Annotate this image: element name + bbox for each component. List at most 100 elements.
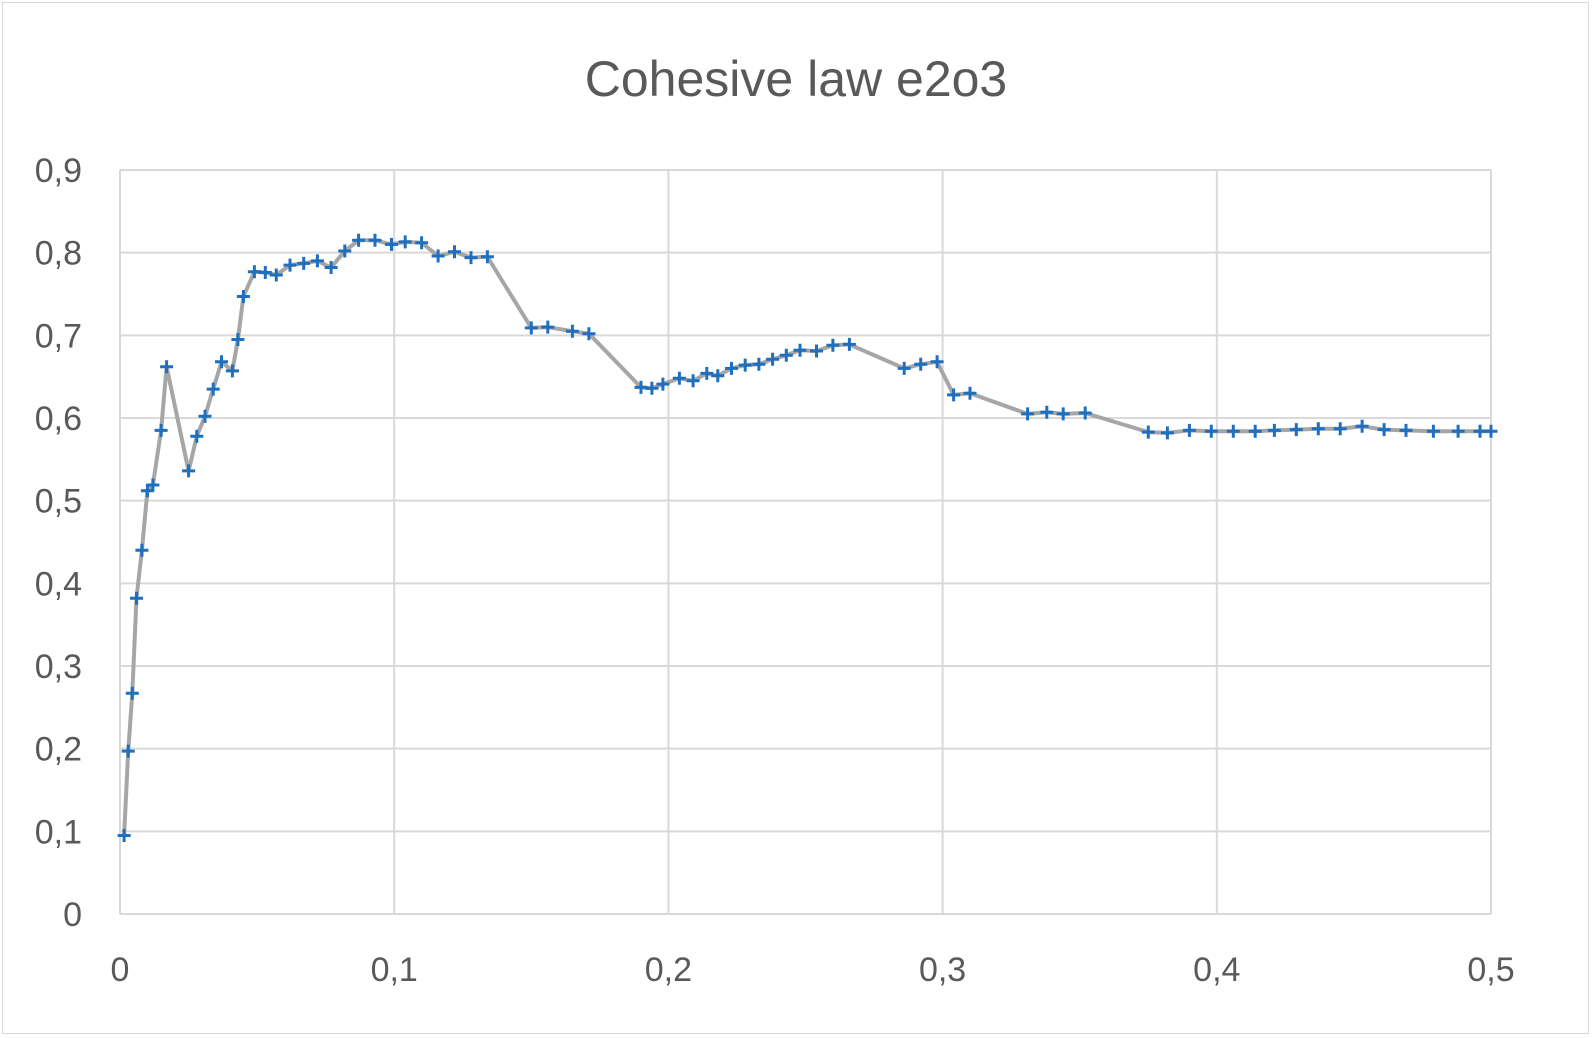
data-point-marker (1204, 424, 1218, 438)
data-point-marker (154, 423, 168, 437)
data-point-marker (524, 321, 538, 335)
x-tick-label: 0 (111, 951, 130, 989)
data-point-marker (182, 464, 196, 478)
data-point-marker (1182, 423, 1196, 437)
data-point-marker (1451, 424, 1465, 438)
data-point-marker (1040, 405, 1054, 419)
y-axis-tick-labels: 0 0,1 0,2 0,3 0,4 0,5 0,6 0,7 0,8 0,9 (35, 152, 82, 934)
data-point-marker (225, 364, 239, 378)
data-point-marker (656, 377, 670, 391)
data-point-marker (135, 543, 149, 557)
data-point-marker (206, 382, 220, 396)
data-point-marker (231, 333, 245, 346)
grid-lines (119, 169, 1492, 915)
data-point-marker (645, 381, 659, 395)
data-point-marker (215, 355, 228, 369)
data-point-marker (352, 233, 366, 247)
data-point-marker (947, 388, 961, 402)
data-point-marker (752, 357, 766, 371)
data-point-marker (711, 369, 725, 383)
data-point-marker (1056, 407, 1070, 421)
data-point-marker (130, 591, 143, 605)
data-point-marker (686, 374, 700, 388)
data-point-marker (1333, 422, 1347, 436)
data-point-marker (725, 361, 738, 375)
y-tick-label: 0 (63, 896, 82, 934)
data-point-marker (1267, 423, 1281, 437)
y-tick-label: 0,3 (35, 648, 82, 686)
data-point-marker (779, 348, 793, 362)
data-point-marker (368, 233, 382, 247)
data-point-marker (310, 254, 324, 268)
data-point-marker (634, 380, 648, 394)
data-point-marker (431, 249, 445, 263)
series-polyline (122, 238, 1493, 838)
data-point-marker (125, 686, 139, 700)
x-tick-label: 0,4 (1193, 951, 1240, 989)
data-point-marker (1355, 419, 1369, 433)
y-tick-label: 0,1 (35, 813, 82, 851)
data-point-marker (198, 409, 212, 423)
y-tick-label: 0,9 (35, 152, 82, 190)
x-tick-label: 0,3 (919, 951, 966, 989)
data-point-marker (738, 358, 752, 372)
data-point-marker (672, 371, 686, 385)
data-point-marker (582, 327, 596, 341)
data-point-marker (930, 355, 944, 369)
data-point-marker (541, 320, 555, 334)
data-point-marker (448, 245, 461, 259)
data-point-marker (914, 357, 928, 371)
data-point-marker (1399, 423, 1413, 437)
data-point-marker (1473, 424, 1487, 438)
y-tick-label: 0,6 (35, 400, 82, 438)
data-point-marker (324, 261, 338, 274)
data-point-marker (1377, 423, 1391, 437)
x-tick-label: 0,2 (645, 951, 692, 989)
data-point-marker (1141, 425, 1155, 439)
y-tick-label: 0,2 (35, 731, 82, 769)
data-point-marker (897, 361, 911, 375)
data-point-marker (793, 343, 807, 357)
series-markers (117, 233, 1498, 842)
data-point-marker (480, 250, 494, 264)
data-point-marker (1484, 424, 1498, 438)
data-point-marker (810, 344, 823, 358)
data-point-marker (1021, 407, 1035, 421)
data-point-marker (1311, 422, 1325, 436)
data-point-marker (415, 236, 429, 250)
y-tick-label: 0,5 (35, 483, 82, 521)
data-point-marker (247, 265, 261, 279)
data-point-marker (338, 244, 352, 258)
data-point-marker (121, 744, 135, 758)
x-axis-tick-labels: 0 0,1 0,2 0,3 0,4 0,5 (111, 951, 1515, 989)
data-point-marker (1160, 426, 1174, 440)
data-point-marker (464, 251, 478, 265)
x-tick-label: 0,1 (371, 951, 418, 989)
data-point-marker (146, 478, 160, 492)
data-point-marker (1248, 424, 1262, 438)
data-point-marker (1226, 424, 1240, 438)
data-point-marker (385, 237, 398, 251)
data-point-marker (398, 235, 412, 249)
data-point-marker (190, 429, 204, 443)
data-point-marker (1289, 423, 1303, 437)
data-point-marker (117, 829, 131, 842)
series-line (122, 238, 1493, 838)
data-point-marker (1078, 406, 1092, 420)
data-point-marker (565, 324, 579, 338)
y-tick-label: 0,4 (35, 565, 82, 603)
data-point-marker (297, 256, 311, 270)
data-point-marker (766, 352, 780, 366)
x-tick-label: 0,5 (1467, 951, 1514, 989)
data-point-marker (236, 290, 250, 303)
data-point-marker (160, 360, 174, 374)
chart-title: Cohesive law e2o3 (585, 51, 1008, 107)
data-point-marker (283, 258, 297, 272)
data-point-marker (826, 338, 840, 352)
y-tick-label: 0,7 (35, 317, 82, 355)
data-point-marker (700, 366, 714, 380)
data-point-marker (1426, 424, 1440, 438)
data-point-marker (963, 386, 977, 400)
data-point-marker (842, 337, 856, 351)
